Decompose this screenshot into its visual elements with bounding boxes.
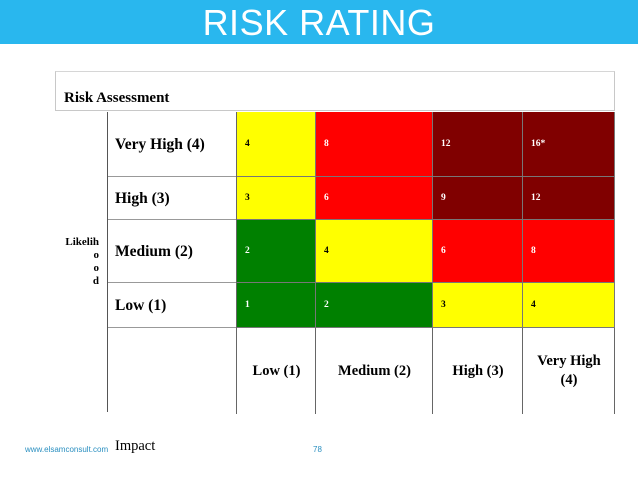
risk-cell: 3 — [237, 177, 316, 220]
risk-cell: 3 — [433, 283, 523, 328]
row-separator — [108, 219, 237, 220]
grid-line — [315, 328, 316, 414]
row-label: Medium (2) — [115, 242, 193, 260]
assessment-label: Risk Assessment — [64, 90, 170, 106]
risk-cell: 2 — [316, 283, 433, 328]
risk-cell: 12 — [523, 177, 615, 220]
slide-title: RISK RATING — [202, 2, 436, 43]
row-separator — [108, 327, 237, 328]
risk-cell: 4 — [316, 220, 433, 283]
risk-cell: 4 — [523, 283, 615, 328]
grid-line — [236, 112, 237, 414]
column-label: Low (1) — [252, 362, 301, 379]
grid-line — [522, 328, 523, 414]
assessment-header-box — [55, 71, 615, 111]
page-number: 78 — [313, 445, 322, 454]
grid-line — [614, 328, 615, 414]
column-label: Very High (4) — [537, 353, 601, 388]
row-separator — [108, 176, 237, 177]
column-label: High (3) — [452, 362, 504, 379]
row-separator — [108, 282, 237, 283]
column-label: Medium (2) — [338, 362, 411, 379]
likelihood-label-line: o — [93, 249, 100, 261]
row-label: Low (1) — [115, 296, 167, 314]
risk-cell: 6 — [433, 220, 523, 283]
risk-cell: 1 — [237, 283, 316, 328]
website-link[interactable]: www.elsamconsult.com — [25, 445, 109, 454]
likelihood-label: Likelih o o d — [57, 236, 99, 288]
row-label: Very High (4) — [115, 135, 205, 153]
row-label: High (3) — [115, 189, 170, 207]
likelihood-label-line: Likelih — [65, 236, 99, 248]
risk-cell: 4 — [237, 112, 316, 177]
header-bar — [0, 0, 638, 44]
risk-cell: 2 — [237, 220, 316, 283]
likelihood-label-line: o — [93, 262, 100, 274]
risk-cell: 8 — [523, 220, 615, 283]
matrix-left-border — [107, 112, 108, 412]
risk-cell: 8 — [316, 112, 433, 177]
risk-cell: 12 — [433, 112, 523, 177]
risk-cell: 9 — [433, 177, 523, 220]
risk-cell: 16* — [523, 112, 615, 177]
likelihood-label-line: d — [92, 275, 99, 287]
risk-cell: 6 — [316, 177, 433, 220]
grid-line — [432, 328, 433, 414]
impact-label: Impact — [115, 438, 156, 454]
